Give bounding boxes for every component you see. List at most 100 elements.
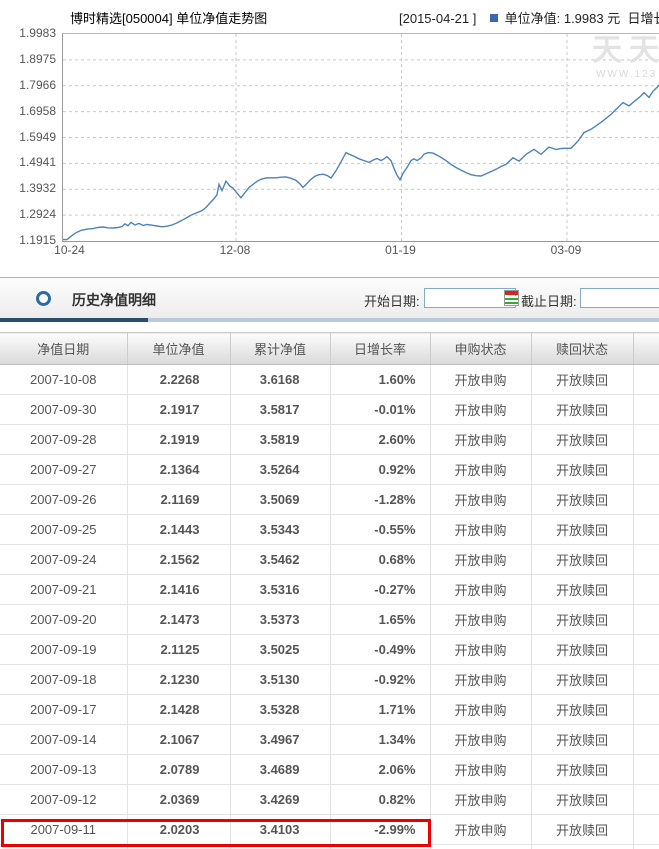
cum-nav-cell: 3.5069 <box>230 484 331 515</box>
chart-title: 博时精选[050004] 单位净值走势图 <box>70 11 268 26</box>
growth-cell: 1.71% <box>330 694 431 725</box>
unit-nav-cell: 2.1917 <box>127 394 231 425</box>
spacer-cell <box>633 454 659 485</box>
table-row: 2007-09-27 2.1364 3.5264 0.92% 开放申购 开放赎回 <box>0 454 659 485</box>
spacer-cell <box>633 784 659 815</box>
spacer-cell <box>633 634 659 665</box>
spacer-cell <box>633 754 659 785</box>
growth-label: 日增长率: <box>627 11 659 26</box>
cum-nav-cell: 3.5316 <box>230 574 331 605</box>
unit-nav-cell: 2.1443 <box>127 514 231 545</box>
x-tick-label: 10-24 <box>54 243 85 257</box>
redeem-status-cell: 开放赎回 <box>531 514 634 545</box>
table-row: 2007-09-11 2.0203 3.4103 -2.99% 开放申购 开放赎回 <box>0 814 659 845</box>
nav-date-cell: 2007-09-21 <box>0 574 128 605</box>
cum-nav-cell: 3.6168 <box>230 364 331 395</box>
redeem-status-cell: 开放赎回 <box>531 694 634 725</box>
unit-nav-cell: 2.1416 <box>127 574 231 605</box>
calendar-icon[interactable] <box>504 290 519 306</box>
unit-nav-cell: 2.1562 <box>127 544 231 575</box>
table-row: 2007-09-21 2.1416 3.5316 -0.27% 开放申购 开放赎回 <box>0 574 659 605</box>
redeem-status-cell: 开放赎回 <box>531 754 634 785</box>
spacer-cell <box>633 424 659 455</box>
unit-nav-cell: 2.1428 <box>127 694 231 725</box>
cum-nav-cell: 3.5130 <box>230 664 331 695</box>
cum-nav-cell: 3.5343 <box>230 514 331 545</box>
purchase-status-cell: 开放申购 <box>430 604 532 635</box>
y-tick-label: 1.4941 <box>19 155 56 170</box>
table-row: 2007-09-19 2.1125 3.5025 -0.49% 开放申购 开放赎回 <box>0 634 659 665</box>
nav-date-cell: 2007-09-18 <box>0 664 128 695</box>
cum-nav-cell: 3.5328 <box>230 694 331 725</box>
x-tick-label: 12-08 <box>219 243 251 257</box>
growth-cell: 2.06% <box>330 754 431 785</box>
redeem-status-cell: 开放赎回 <box>531 634 634 665</box>
nav-date-cell: 2007-09-28 <box>0 424 128 455</box>
spacer-cell <box>633 574 659 605</box>
cum-nav-cell: 3.4967 <box>230 724 331 755</box>
column-header: 净值日期 <box>0 332 128 365</box>
section-bullet-icon <box>36 291 51 306</box>
table-row: 2007-09-13 2.0789 3.4689 2.06% 开放申购 开放赎回 <box>0 754 659 785</box>
growth-cell: -0.49% <box>330 634 431 665</box>
purchase-status-cell: 开放申购 <box>430 754 532 785</box>
tab-underline-track <box>148 318 659 322</box>
purchase-status-cell: 开放申购 <box>430 394 532 425</box>
y-tick-label: 1.2924 <box>19 207 56 222</box>
redeem-status-cell: 开放赎回 <box>531 844 634 849</box>
nav-date-cell: 2007-10-08 <box>0 364 128 395</box>
start-date-input[interactable] <box>424 288 516 308</box>
cum-nav-cell: 3.4103 <box>230 814 331 845</box>
nav-date-cell: 2007-09-30 <box>0 394 128 425</box>
growth-cell: 0.82% <box>330 784 431 815</box>
spacer-cell <box>633 814 659 845</box>
cum-nav-cell: 3.4725 <box>230 844 331 849</box>
purchase-status-cell: 开放申购 <box>430 694 532 725</box>
y-tick-label: 1.3932 <box>19 181 56 196</box>
nav-date-cell: 2007-09-11 <box>0 814 128 845</box>
fund-nav-table: 净值日期 单位净值 累计净值 日增长率 申购状态 赎回状态 2007-10-08 2.226… <box>0 332 659 849</box>
cum-nav-cell: 3.5025 <box>230 634 331 665</box>
redeem-status-cell: 开放赎回 <box>531 814 634 845</box>
y-tick-label: 1.7966 <box>19 77 56 92</box>
growth-cell: 1.60% <box>330 364 431 395</box>
purchase-status-cell: 开放申购 <box>430 514 532 545</box>
unit-nav-cell: 2.2268 <box>127 364 231 395</box>
unit-nav-cell: 2.0203 <box>127 814 231 845</box>
nav-date-cell: 2007-09-19 <box>0 634 128 665</box>
end-date-label: 截止日期: <box>521 294 577 309</box>
table-row: 2007-09-17 2.1428 3.5328 1.71% 开放申购 开放赎回 <box>0 694 659 725</box>
spacer-cell <box>633 694 659 725</box>
legend-unit: 元 <box>607 11 621 26</box>
nav-date-cell: 2007-09-26 <box>0 484 128 515</box>
purchase-status-cell: 开放申购 <box>430 844 532 849</box>
column-header: 赎回状态 <box>531 332 634 365</box>
redeem-status-cell: 开放赎回 <box>531 724 634 755</box>
nav-date-cell: 2007-09-24 <box>0 544 128 575</box>
history-section-bar: 历史净值明细 开始日期: 截止日期: <box>0 277 659 319</box>
redeem-status-cell: 开放赎回 <box>531 574 634 605</box>
y-tick-label: 1.9983 <box>19 26 56 40</box>
table-row: 2007-09-12 2.0369 3.4269 0.82% 开放申购 开放赎回 <box>0 784 659 815</box>
nav-date-cell: 2007-09-25 <box>0 514 128 545</box>
spacer-cell <box>633 484 659 515</box>
tab-underline-active <box>0 318 148 322</box>
unit-nav-cell: 2.1230 <box>127 664 231 695</box>
column-header <box>633 332 659 365</box>
unit-nav-cell: 2.1067 <box>127 724 231 755</box>
purchase-status-cell: 开放申购 <box>430 664 532 695</box>
nav-date-cell: 2007-09-17 <box>0 694 128 725</box>
redeem-status-cell: 开放赎回 <box>531 454 634 485</box>
table-row: 2007-09-28 2.1919 3.5819 2.60% 开放申购 开放赎回 <box>0 424 659 455</box>
nav-date-cell: 2007-09-27 <box>0 454 128 485</box>
table-row: 2007-09-26 2.1169 3.5069 -1.28% 开放申购 开放赎回 <box>0 484 659 515</box>
growth-cell: -0.55% <box>330 514 431 545</box>
watermark-text: 天天 <box>592 34 659 67</box>
y-tick-label: 1.6958 <box>19 103 56 118</box>
purchase-status-cell: 开放申购 <box>430 364 532 395</box>
y-tick-label: 1.8975 <box>19 51 56 66</box>
column-header: 单位净值 <box>127 332 231 365</box>
end-date-input[interactable] <box>580 288 659 308</box>
cum-nav-cell: 3.5373 <box>230 604 331 635</box>
